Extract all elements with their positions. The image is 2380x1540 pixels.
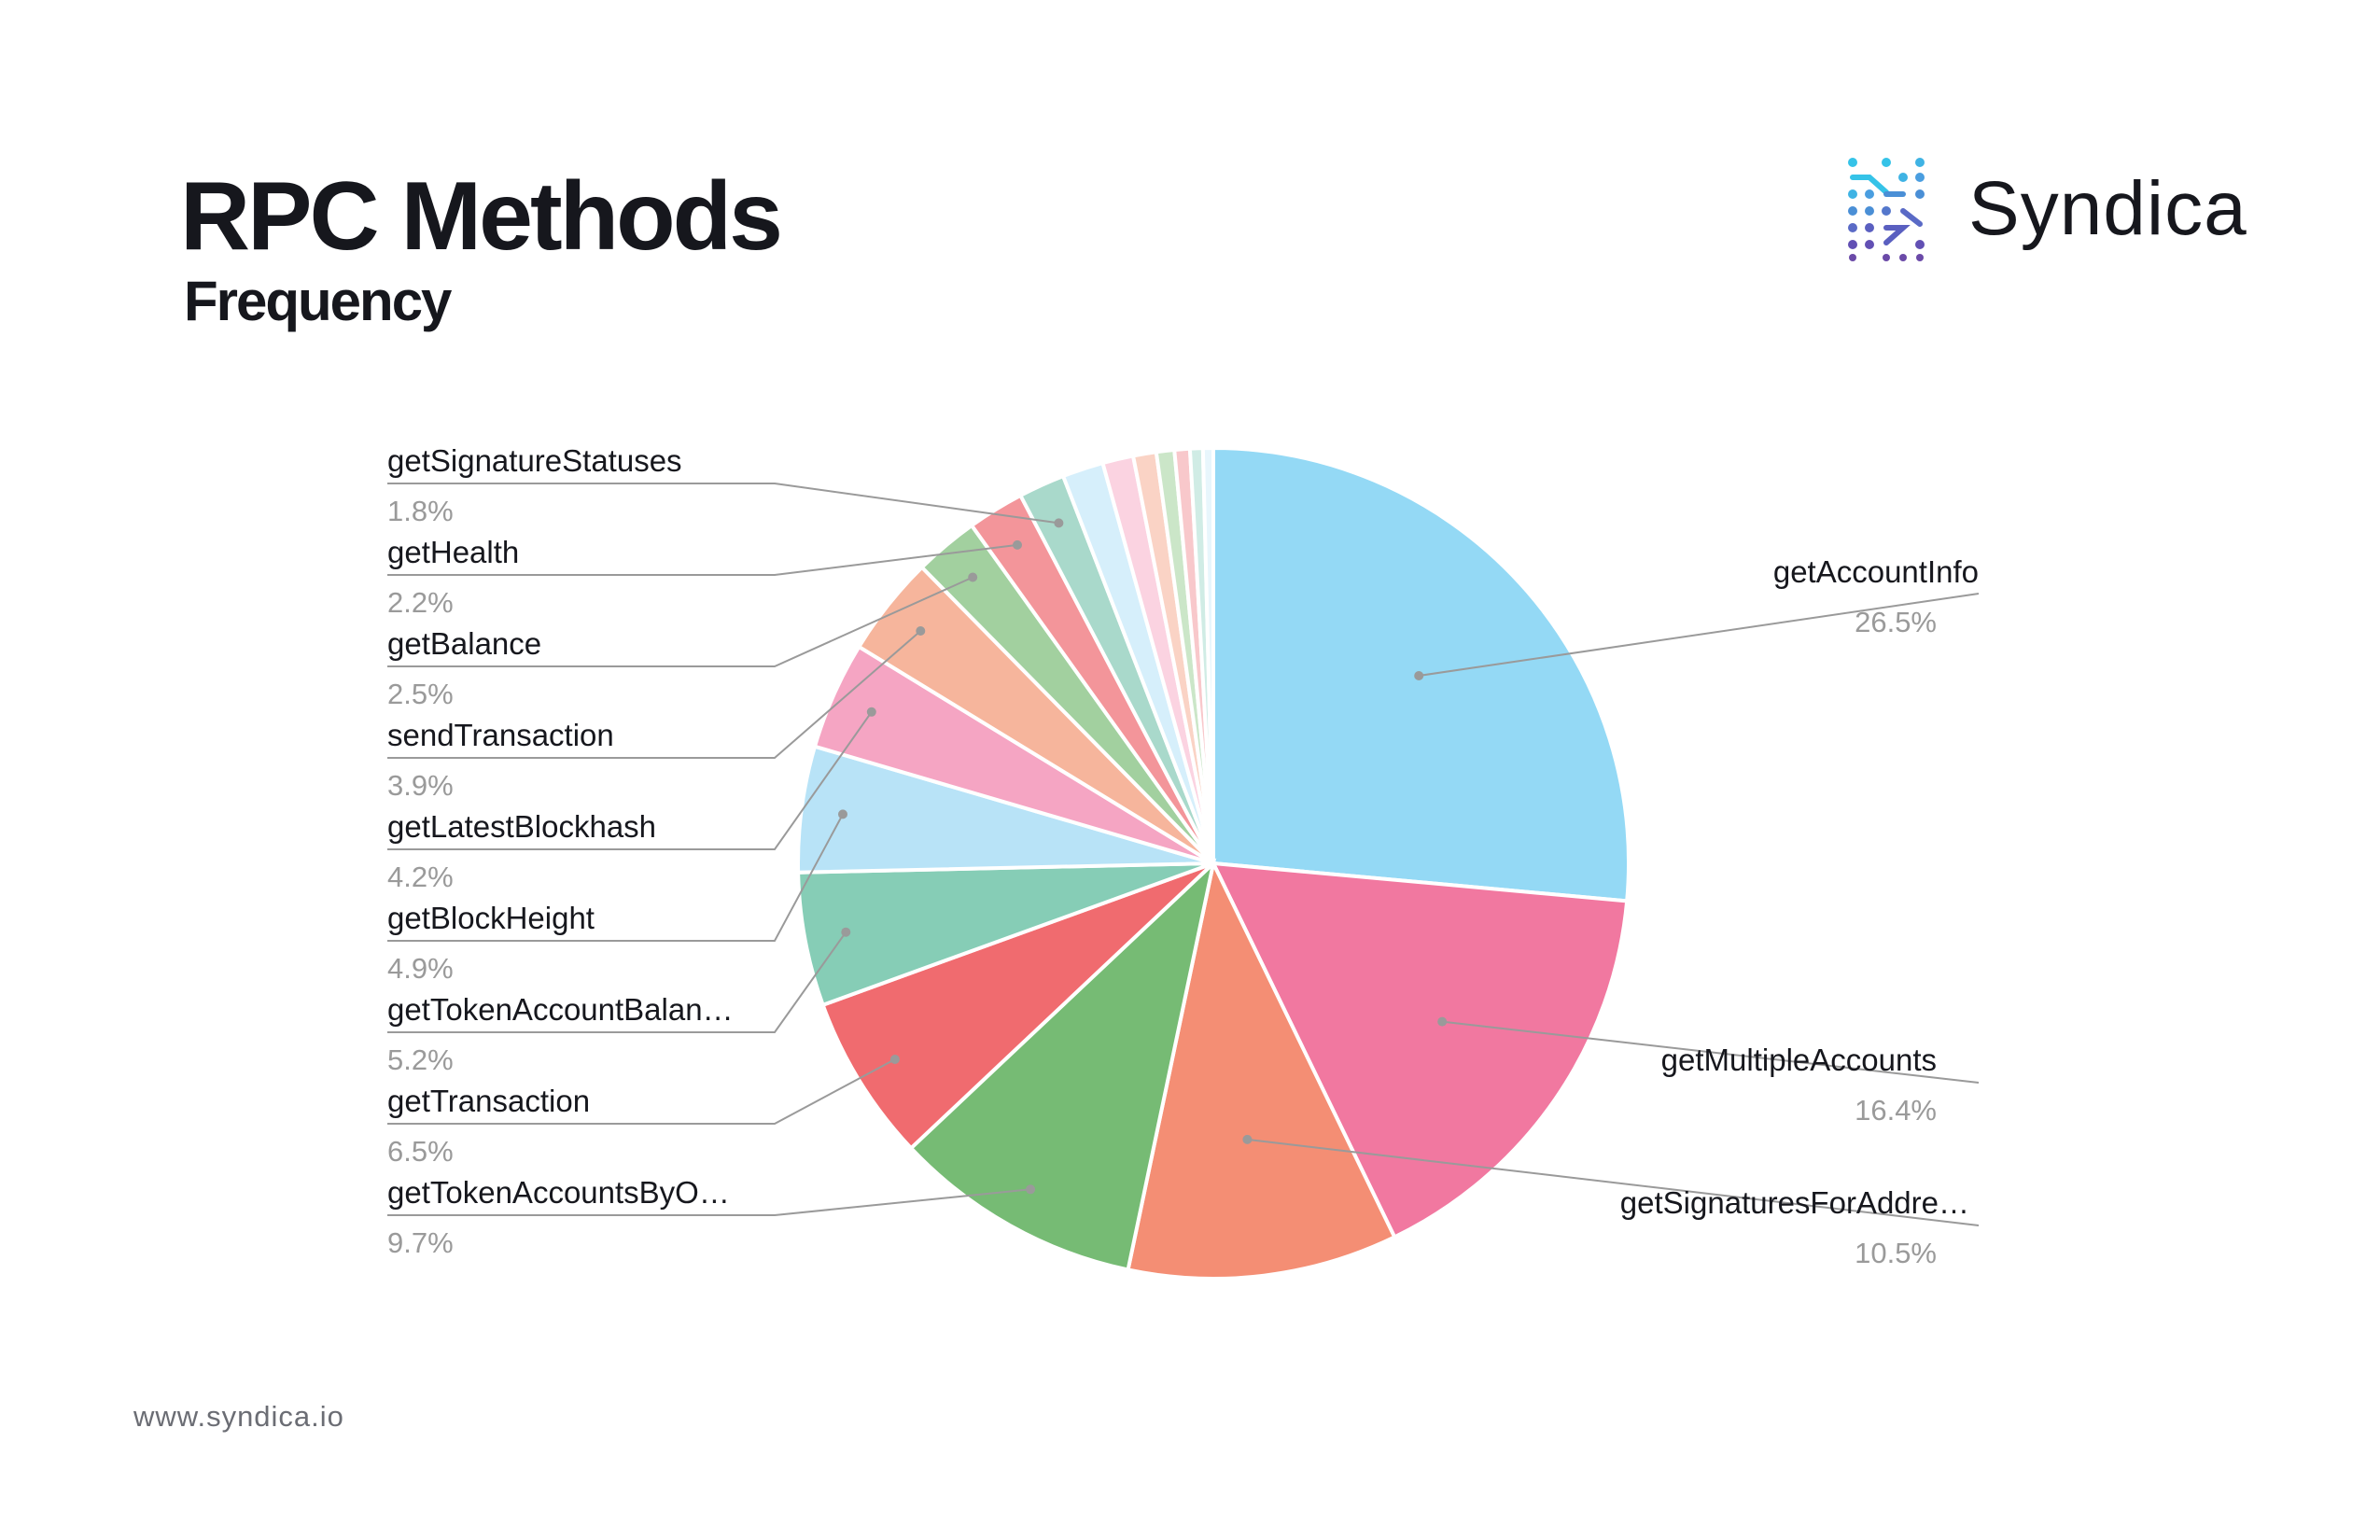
slice-label-gethealth: getHealth	[387, 535, 519, 569]
pie-slice-gettokenaccountsbyo[interactable]	[908, 858, 1217, 1272]
chart-subtitle: Frequency	[184, 270, 452, 332]
leader-line-getaccountinfo	[1419, 593, 1980, 677]
leader-line-getlatestblockhash	[387, 711, 873, 850]
slice-percent-getsignaturestatuses: 1.8%	[387, 495, 454, 527]
pie-slice-getmultipleaccounts[interactable]	[1210, 861, 1630, 1240]
pie-slices	[796, 445, 1631, 1281]
leader-dot-getaccountinfo	[1414, 671, 1424, 680]
leader-line-gettransaction	[387, 1058, 896, 1125]
leader-line-getsignaturesforaddre	[1247, 1138, 1980, 1226]
slice-label-getsignaturesforaddre: getSignaturesForAddre…	[1620, 1185, 1969, 1220]
slice-percent-getlatestblockhash: 4.2%	[387, 861, 454, 893]
leader-dot-getsignaturestatuses	[1054, 518, 1064, 528]
slice-percent-gettokenaccountbalan: 5.2%	[387, 1043, 454, 1076]
leader-dot-getmultipleaccounts	[1437, 1016, 1448, 1027]
slice-label-getaccountinfo: getAccountInfo	[1773, 554, 1979, 589]
leader-dot-sendtransaction	[916, 626, 926, 636]
brand-name: Syndica	[1968, 166, 2247, 251]
slice-percent-gettokenaccountsbyo: 9.7%	[387, 1226, 454, 1259]
leader-dot-getsignaturesforaddre	[1242, 1134, 1253, 1144]
slice-percent-sendtransaction: 3.9%	[387, 769, 454, 802]
leader-dot-getblockheight	[838, 809, 847, 819]
slice-percent-gettransaction: 6.5%	[387, 1135, 454, 1168]
leader-dot-getbalance	[968, 572, 978, 582]
leader-dot-gettokenaccountbalan	[841, 927, 851, 937]
pie-slice-getsignaturesforaddre[interactable]	[1126, 857, 1397, 1281]
leader-line-getblockheight	[387, 813, 844, 942]
slice-label-gettransaction: getTransaction	[387, 1084, 590, 1118]
leader-dot-gettransaction	[889, 1055, 900, 1064]
slice-label-getlatestblockhash: getLatestBlockhash	[387, 809, 656, 844]
pie-slice-gettokenaccountbalan[interactable]	[796, 861, 1214, 1008]
pie-slice-other-18[interactable]	[1200, 445, 1215, 864]
slice-labels: getAccountInfo 26.5% getMultipleAccounts 16…	[387, 443, 1979, 1269]
slice-label-getblockheight: getBlockHeight	[387, 901, 595, 935]
slice-label-getbalance: getBalance	[387, 626, 541, 661]
leader-dot-getlatestblockhash	[866, 707, 876, 717]
slice-percent-getmultipleaccounts: 16.4%	[1855, 1094, 1937, 1127]
slice-label-gettokenaccountbalan: getTokenAccountBalan…	[387, 992, 734, 1027]
leader-lines	[387, 483, 1980, 1226]
leader-line-getsignaturestatuses	[387, 483, 1059, 525]
slice-percent-getbalance: 2.5%	[387, 678, 454, 710]
slice-label-gettokenaccountsbyo: getTokenAccountsByO…	[387, 1175, 730, 1210]
slice-percent-getaccountinfo: 26.5%	[1855, 606, 1937, 638]
pie-slice-gettransaction[interactable]	[820, 861, 1215, 1151]
chart-title: RPC Methods	[180, 162, 783, 271]
leader-line-gettokenaccountbalan	[387, 931, 847, 1033]
brand[interactable]: Syndica	[1843, 157, 2247, 261]
slice-percent-getblockheight: 4.9%	[387, 952, 454, 985]
slice-percent-gethealth: 2.2%	[387, 586, 454, 619]
leader-line-gettokenaccountsbyo	[387, 1188, 1031, 1216]
slice-label-sendtransaction: sendTransaction	[387, 718, 614, 752]
leader-line-sendtransaction	[387, 630, 921, 759]
slice-label-getmultipleaccounts: getMultipleAccounts	[1661, 1043, 1937, 1077]
leader-dot-gettokenaccountsbyo	[1026, 1184, 1036, 1195]
slice-label-getsignaturestatuses: getSignatureStatuses	[387, 443, 682, 478]
leader-line-getbalance	[387, 576, 973, 667]
footer-url[interactable]: www.syndica.io	[133, 1400, 344, 1433]
slice-percent-getsignaturesforaddre: 10.5%	[1855, 1237, 1937, 1269]
leader-dot-gethealth	[1013, 539, 1022, 550]
syndica-logo-icon	[1848, 158, 1925, 261]
leader-line-gethealth	[387, 543, 1018, 576]
leader-line-getmultipleaccounts	[1442, 1020, 1980, 1084]
